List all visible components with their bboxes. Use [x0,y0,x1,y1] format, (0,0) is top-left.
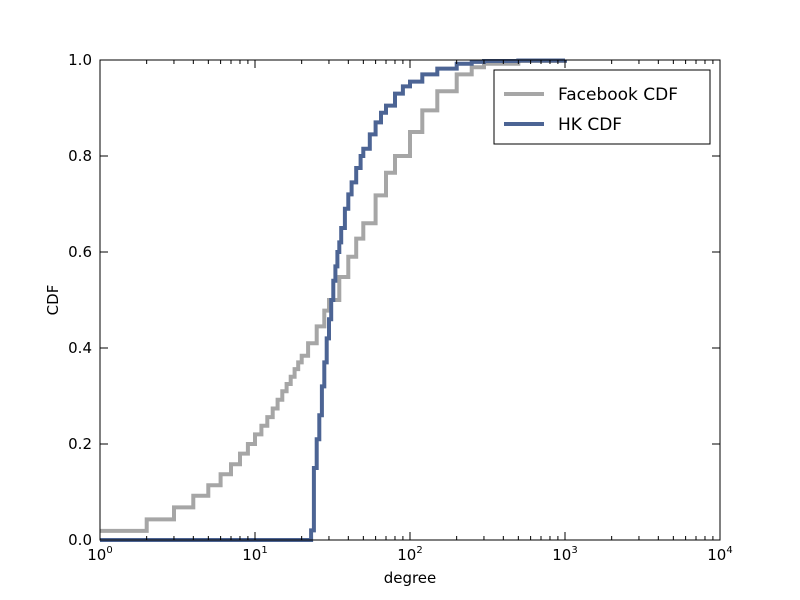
y-tick-label: 0.8 [68,147,92,165]
y-axis-label: CDF [44,285,62,316]
y-tick-label: 1.0 [68,51,92,69]
legend-label: Facebook CDF [558,85,678,105]
x-tick-label: 101 [242,545,267,564]
x-tick-label: 100 [87,545,112,564]
y-tick-label: 0.2 [68,435,92,453]
x-tick-label: 102 [397,545,422,564]
series-line-hk [100,58,567,542]
x-tick-label: 103 [552,545,577,564]
legend-label: HK CDF [558,115,622,135]
y-tick-label: 0.6 [68,243,92,261]
legend: Facebook CDF HK CDF [493,69,711,145]
series-line-facebook [100,59,567,533]
y-tick-label: 0.4 [68,339,92,357]
y-tick-label: 0.0 [68,531,92,549]
legend-box [493,69,711,145]
x-axis-label: degree [384,569,437,587]
x-tick-label: 104 [707,545,732,564]
